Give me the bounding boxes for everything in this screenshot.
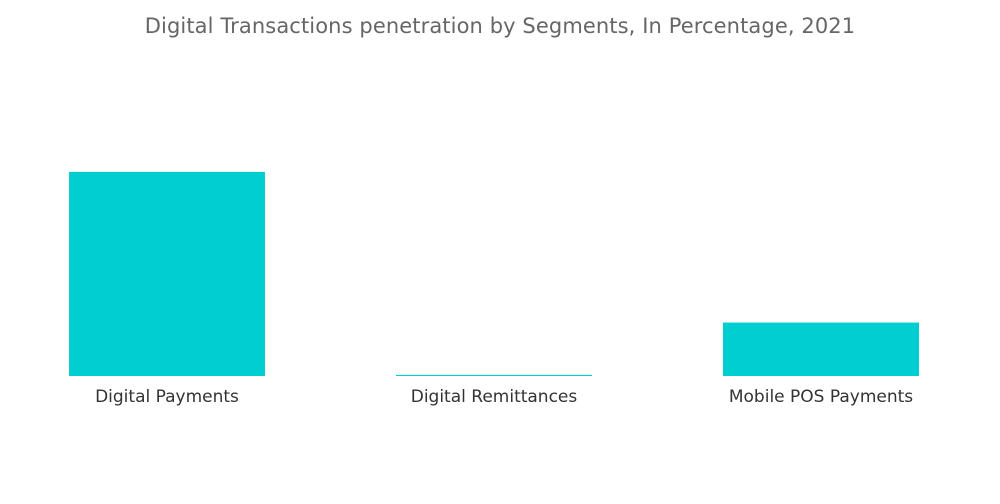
bars-group [69, 171, 919, 376]
x-tick-label: Digital Remittances [411, 387, 578, 407]
chart-title: Digital Transactions penetration by Segm… [144, 14, 856, 38]
category-labels-group: Digital Payments Digital Remittances Mobil… [95, 387, 913, 407]
x-tick-label: Mobile POS Payments [729, 387, 913, 407]
bar-digital-remittances [396, 374, 592, 376]
x-tick-label: Digital Payments [95, 387, 239, 407]
bar-mobile-pos-payments [723, 322, 919, 376]
bar-digital-payments [69, 171, 265, 376]
